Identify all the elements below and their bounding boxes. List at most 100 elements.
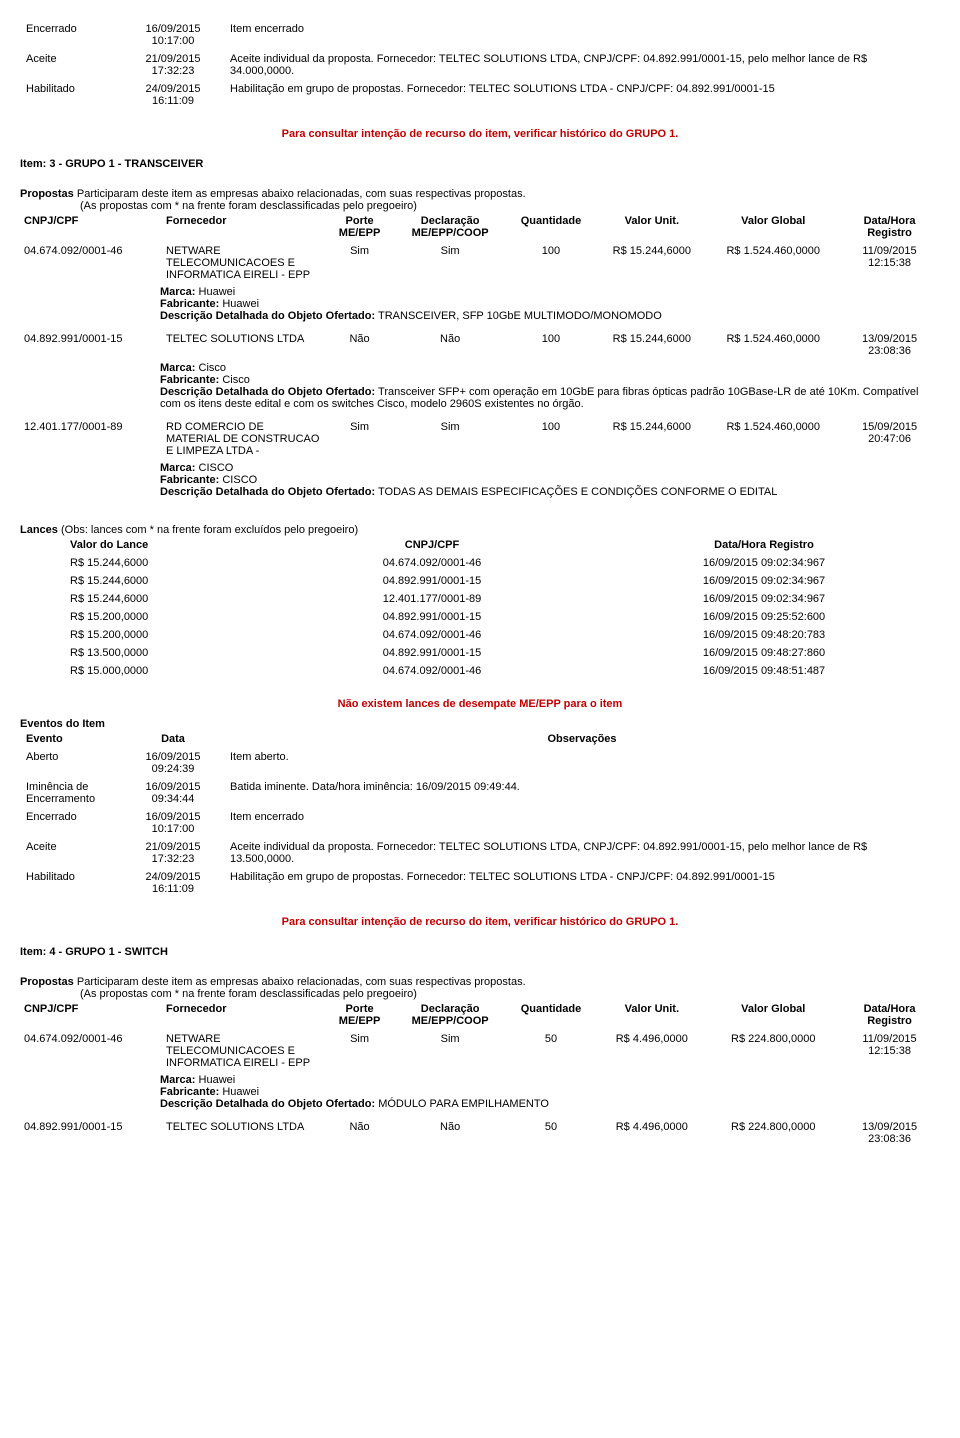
status: Habilitado: [20, 80, 122, 110]
eventos-title: Eventos do Item: [20, 718, 940, 730]
table-row: Encerrado16/09/2015 10:17:00Item encerra…: [20, 20, 940, 50]
cell-cnpj: 12.401.177/0001-89: [276, 590, 588, 608]
cell-status: Aceite: [20, 838, 122, 868]
cell-valor: R$ 15.244,6000: [20, 554, 276, 572]
cell-porte: Sim: [325, 242, 395, 284]
cell-dh: 13/09/2015 23:08:36: [839, 330, 940, 360]
cell-cnpj: 04.892.991/0001-15: [276, 572, 588, 590]
cell-vu: R$ 15.244,6000: [596, 330, 707, 360]
col-cnpj: CNPJ/CPF: [20, 212, 162, 242]
cell-vu: R$ 15.244,6000: [596, 418, 707, 460]
cell-valor: R$ 15.200,0000: [20, 608, 276, 626]
cell-forn: TELTEC SOLUTIONS LTDA: [162, 1118, 325, 1148]
obs: Habilitação em grupo de propostas. Forne…: [224, 80, 940, 110]
lances-text: (Obs: lances com * na frente foram exclu…: [61, 524, 358, 536]
lances-table: Valor do Lance CNPJ/CPF Data/Hora Regist…: [20, 536, 940, 680]
cell-cnpj: 04.892.991/0001-15: [20, 1118, 162, 1148]
cell-vg: R$ 1.524.460,0000: [707, 242, 839, 284]
date: 16/09/2015 10:17:00: [122, 20, 224, 50]
cell-data: 16/09/2015 09:02:34:967: [588, 572, 940, 590]
cell-cnpj: 04.892.991/0001-15: [276, 644, 588, 662]
table-row: Encerrado16/09/2015 10:17:00Item encerra…: [20, 808, 940, 838]
cell-porte: Sim: [325, 418, 395, 460]
col-vu: Valor Unit.: [596, 212, 707, 242]
col-obs: Observações: [224, 730, 940, 748]
col-dh: Data/Hora Registro: [839, 1000, 940, 1030]
table-row: R$ 15.244,600004.892.991/0001-1516/09/20…: [20, 572, 940, 590]
col-decl: Declaração ME/EPP/COOP: [395, 212, 506, 242]
cell-forn: RD COMERCIO DE MATERIAL DE CONSTRUCAO E …: [162, 418, 325, 460]
no-desempate: Não existem lances de desempate ME/EPP p…: [338, 698, 623, 710]
table-row: Aberto16/09/2015 09:24:39Item aberto.: [20, 748, 940, 778]
propostas-table: CNPJ/CPF Fornecedor Porte ME/EPP Declara…: [20, 212, 940, 242]
col-data: Data: [122, 730, 224, 748]
col-porte: Porte ME/EPP: [325, 212, 395, 242]
cell-qtd: 100: [506, 418, 597, 460]
cell-qtd: 50: [506, 1030, 597, 1072]
propostas-intro: Propostas Participaram deste item as emp…: [20, 188, 940, 212]
cell-data: 16/09/2015 09:48:27:860: [588, 644, 940, 662]
col-decl: Declaração ME/EPP/COOP: [395, 1000, 506, 1030]
cell-decl: Sim: [395, 1030, 506, 1072]
col-cnpj: CNPJ/CPF: [276, 536, 588, 554]
table-row: 04.892.991/0001-15TELTEC SOLUTIONS LTDA N…: [20, 1118, 940, 1148]
table-row: 04.892.991/0001-15TELTEC SOLUTIONS LTDAN…: [20, 330, 940, 360]
proposta-desc: Marca: HuaweiFabricante: HuaweiDescrição…: [20, 1072, 940, 1118]
table-row: 04.674.092/0001-46NETWARE TELECOMUNICACO…: [20, 242, 940, 284]
cell-forn: NETWARE TELECOMUNICACOES E INFORMATICA E…: [162, 1030, 325, 1072]
col-qtd: Quantidade: [506, 1000, 597, 1030]
prop-text: Participaram deste item as empresas abai…: [77, 976, 526, 988]
item4-title: Item: 4 - GRUPO 1 - SWITCH: [20, 946, 940, 958]
col-cnpj: CNPJ/CPF: [20, 1000, 162, 1030]
cell-valor: R$ 13.500,0000: [20, 644, 276, 662]
col-data: Data/Hora Registro: [588, 536, 940, 554]
cell-obs: Item encerrado: [224, 808, 940, 838]
col-porte: Porte ME/EPP: [325, 1000, 395, 1030]
cell-data: 16/09/2015 09:02:34:967: [588, 590, 940, 608]
cell-status: Encerrado: [20, 808, 122, 838]
cell-data: 16/09/2015 09:02:34:967: [588, 554, 940, 572]
cell-valor: R$ 15.244,6000: [20, 572, 276, 590]
table-header: CNPJ/CPF Fornecedor Porte ME/EPP Declara…: [20, 212, 940, 242]
cell-dh: 13/09/2015 23:08:36: [839, 1118, 940, 1148]
table-row: Aceite21/09/2015 17:32:23Aceite individu…: [20, 50, 940, 80]
cell-decl: Sim: [395, 418, 506, 460]
col-forn: Fornecedor: [162, 1000, 325, 1030]
lances-intro: Lances (Obs: lances com * na frente fora…: [20, 524, 940, 536]
date: 21/09/2015 17:32:23: [122, 50, 224, 80]
proposta-desc: Marca: CISCOFabricante: CISCODescrição D…: [20, 460, 940, 506]
cell-status: Iminência de Encerramento: [20, 778, 122, 808]
propostas-table-4: CNPJ/CPF Fornecedor Porte ME/EPP Declara…: [20, 1000, 940, 1030]
col-vg: Valor Global: [707, 212, 839, 242]
cell-dh: 11/09/2015 12:15:38: [839, 242, 940, 284]
cell-vu: R$ 4.496,0000: [596, 1118, 707, 1148]
cell-qtd: 100: [506, 242, 597, 284]
cell-vg: R$ 1.524.460,0000: [707, 330, 839, 360]
cell-vu: R$ 15.244,6000: [596, 242, 707, 284]
cell-valor: R$ 15.200,0000: [20, 626, 276, 644]
table-header: Valor do Lance CNPJ/CPF Data/Hora Regist…: [20, 536, 940, 554]
table-header: CNPJ/CPF Fornecedor Porte ME/EPP Declara…: [20, 1000, 940, 1030]
table-row: R$ 15.200,000004.674.092/0001-4616/09/20…: [20, 626, 940, 644]
table-row: Habilitado24/09/2015 16:11:09Habilitação…: [20, 80, 940, 110]
status: Aceite: [20, 50, 122, 80]
cell-cnpj: 04.892.991/0001-15: [20, 330, 162, 360]
prop-note: (As propostas com * na frente foram desc…: [20, 988, 417, 1000]
col-vu: Valor Unit.: [596, 1000, 707, 1030]
recurso-msg: Para consultar intenção de recurso do it…: [282, 128, 679, 140]
table-row: Aceite21/09/2015 17:32:23Aceite individu…: [20, 838, 940, 868]
cell-decl: Não: [395, 1118, 506, 1148]
table-row: 12.401.177/0001-89RD COMERCIO DE MATERIA…: [20, 418, 940, 460]
cell-data: 16/09/2015 09:48:20:783: [588, 626, 940, 644]
cell-cnpj: 04.674.092/0001-46: [20, 1030, 162, 1072]
col-qtd: Quantidade: [506, 212, 597, 242]
cell-data: 16/09/2015 09:48:51:487: [588, 662, 940, 680]
cell-cnpj: 04.674.092/0001-46: [20, 242, 162, 284]
cell-date: 16/09/2015 10:17:00: [122, 808, 224, 838]
col-vg: Valor Global: [707, 1000, 839, 1030]
prop-note: (As propostas com * na frente foram desc…: [20, 200, 417, 212]
cell-date: 16/09/2015 09:34:44: [122, 778, 224, 808]
table-row: R$ 15.244,600004.674.092/0001-4616/09/20…: [20, 554, 940, 572]
item3-title: Item: 3 - GRUPO 1 - TRANSCEIVER: [20, 158, 940, 170]
table-row: Habilitado24/09/2015 16:11:09Habilitação…: [20, 868, 940, 898]
